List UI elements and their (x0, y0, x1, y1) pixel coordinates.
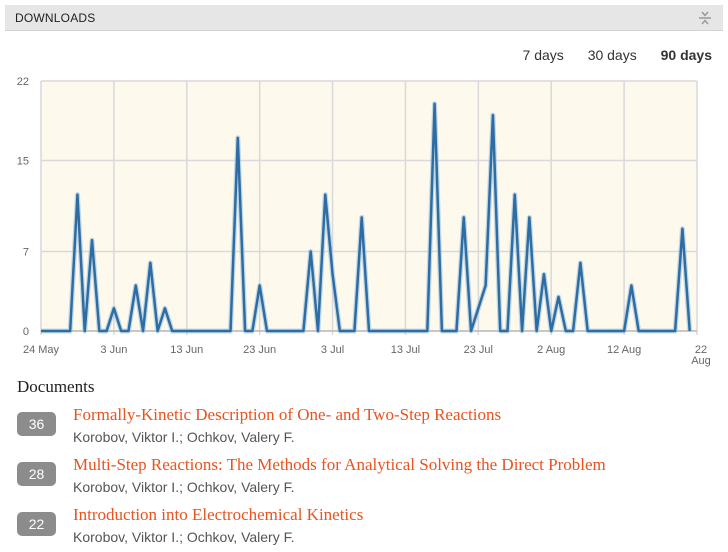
x-tick-label: 2 Aug (537, 344, 565, 356)
y-tick-label: 7 (23, 246, 29, 258)
document-title-link[interactable]: Formally-Kinetic Description of One- and… (73, 405, 502, 424)
x-tick-label: 22 (695, 344, 707, 356)
document-authors: Korobov, Viktor I.; Ochkov, Valery F. (73, 529, 295, 545)
y-tick-label: 22 (17, 76, 29, 88)
x-tick-label: Aug (691, 355, 711, 367)
collapse-icon[interactable] (697, 10, 713, 26)
y-tick-label: 0 (23, 326, 29, 338)
download-count-badge: 36 (17, 412, 56, 436)
document-title-link[interactable]: Introduction into Electrochemical Kineti… (73, 505, 364, 524)
download-count-badge: 28 (17, 462, 56, 486)
plot-area (41, 81, 697, 331)
document-item: 22 Introduction into Electrochemical Kin… (17, 505, 717, 550)
document-authors: Korobov, Viktor I.; Ochkov, Valery F. (73, 429, 295, 445)
x-tick-label: 23 Jul (464, 344, 493, 356)
download-count-badge: 22 (17, 512, 56, 536)
x-tick-label: 13 Jul (391, 344, 420, 356)
x-tick-label: 23 Jun (243, 344, 276, 356)
documents-heading: Documents (17, 377, 95, 396)
x-tick-label: 24 May (23, 344, 60, 356)
document-title-link[interactable]: Multi-Step Reactions: The Methods for An… (73, 455, 606, 474)
range-tab-7-days[interactable]: 7 days (522, 47, 564, 63)
downloads-chart: 24 May 3 Jun 13 Jun 23 Jun 3 Jul 13 Jul 23 Jul… (17, 76, 711, 367)
x-tick-label: 3 Jul (321, 344, 344, 356)
range-tab-30-days[interactable]: 30 days (587, 47, 637, 63)
document-authors: Korobov, Viktor I.; Ochkov, Valery F. (73, 479, 295, 495)
x-tick-label: 12 Aug (607, 344, 641, 356)
range-tabs: 7 days 30 days 90 days (503, 47, 712, 63)
range-tab-90-days[interactable]: 90 days (660, 47, 712, 63)
document-item: 28 Multi-Step Reactions: The Methods for… (17, 455, 717, 500)
panel-title: DOWNLOADS (15, 11, 96, 25)
document-item: 36 Formally-Kinetic Description of One- … (17, 405, 717, 450)
x-tick-label: 3 Jun (100, 344, 127, 356)
x-tick-label: 13 Jun (170, 344, 203, 356)
y-tick-label: 15 (17, 156, 29, 168)
series-line (41, 102, 691, 333)
panel-header: DOWNLOADS (5, 5, 723, 31)
